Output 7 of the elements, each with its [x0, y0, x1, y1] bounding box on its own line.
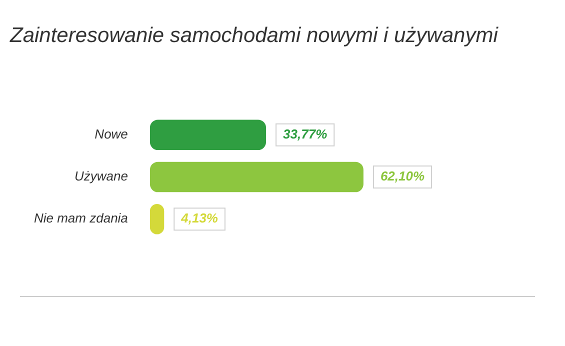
data-label: 4,13%: [180, 210, 218, 226]
y-tick-label: Nowe: [94, 126, 128, 142]
y-tick-label: Używane: [74, 168, 128, 184]
data-label: 33,77%: [283, 126, 328, 142]
y-tick-label: Nie mam zdania: [34, 210, 128, 226]
data-label: 62,10%: [380, 168, 425, 184]
chart-title: Zainteresowanie samochodami nowymi i używanymi: [10, 24, 498, 48]
